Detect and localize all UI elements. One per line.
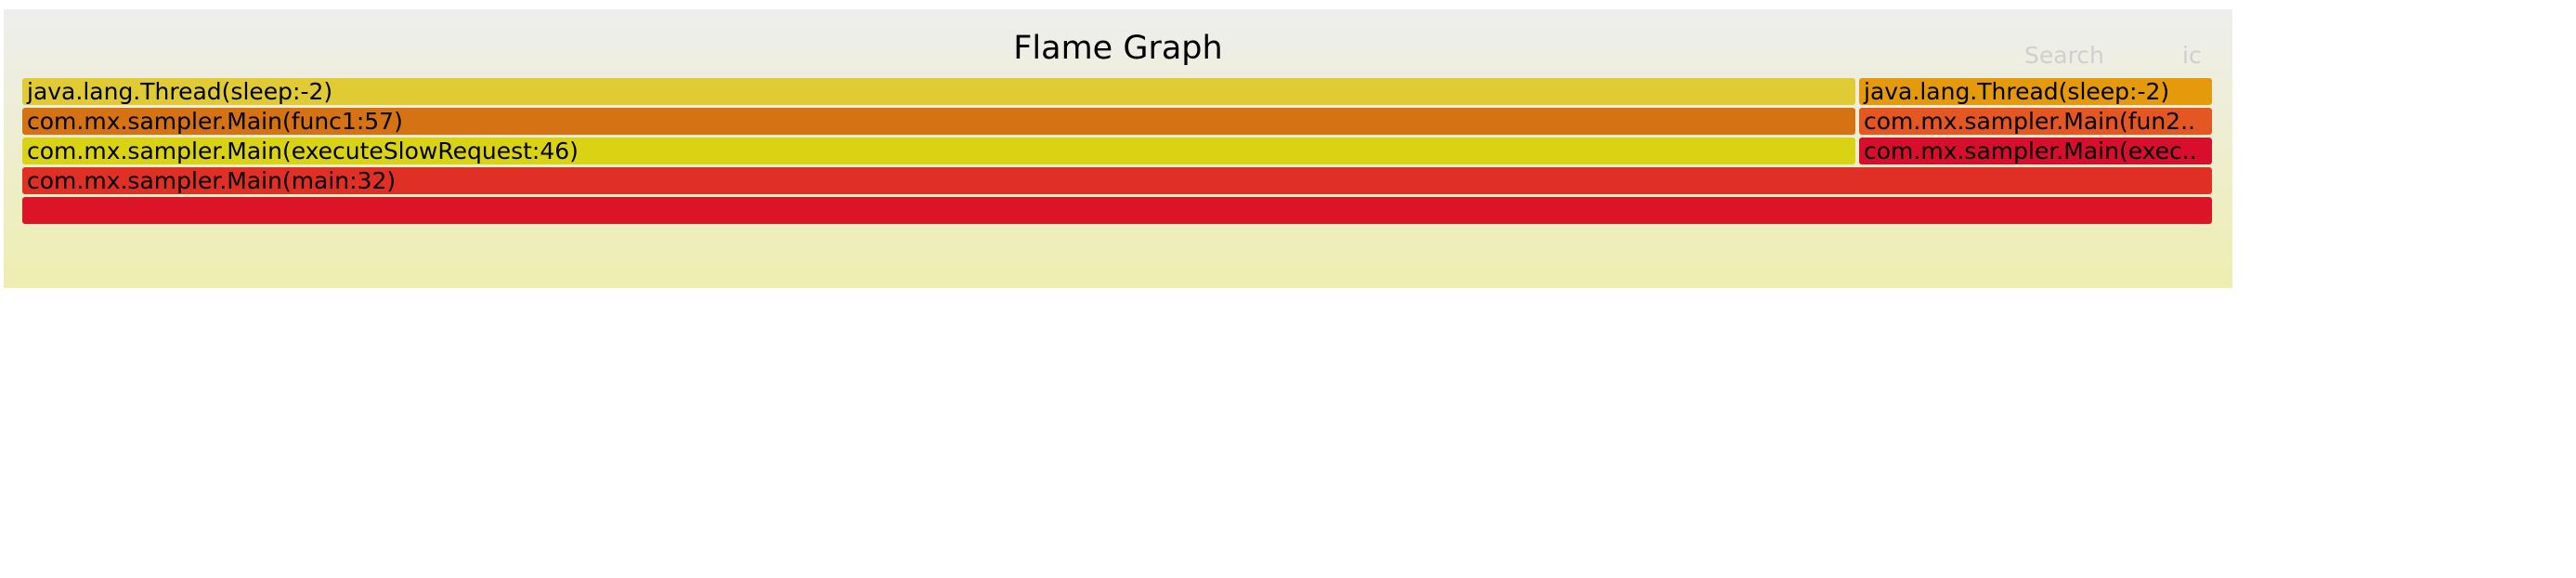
flame-frame[interactable]: com.mx.sampler.Main(executeSlowRequest:4…	[22, 138, 1855, 164]
flame-frame[interactable]: com.mx.sampler.Main(fun2..	[1859, 108, 2212, 135]
frame-label: com.mx.sampler.Main(func1:57)	[27, 108, 403, 135]
flame-frame[interactable]: com.mx.sampler.Main(exec..	[1859, 138, 2212, 164]
frame-label: java.lang.Thread(sleep:-2)	[1864, 78, 2170, 105]
flame-frame[interactable]: java.lang.Thread(sleep:-2)	[1859, 78, 2212, 105]
flame-frame[interactable]: com.mx.sampler.Main(main:32)	[22, 167, 2212, 194]
frame-label: com.mx.sampler.Main(executeSlowRequest:4…	[27, 138, 579, 164]
ignore-case-toggle[interactable]: ic	[2182, 42, 2202, 69]
flame-frame-root[interactable]	[22, 197, 2212, 224]
frame-label: com.mx.sampler.Main(fun2..	[1864, 108, 2195, 135]
frame-label: com.mx.sampler.Main(exec..	[1864, 138, 2197, 164]
frame-label: com.mx.sampler.Main(main:32)	[27, 167, 397, 194]
flame-frame[interactable]: java.lang.Thread(sleep:-2)	[22, 78, 1855, 105]
flame-graph-panel: Flame Graph Search ic java.lang.Thread(s…	[4, 9, 2232, 288]
search-button[interactable]: Search	[2024, 42, 2104, 69]
frame-label: java.lang.Thread(sleep:-2)	[27, 78, 333, 105]
page-title: Flame Graph	[1013, 30, 1223, 67]
flame-frame[interactable]: com.mx.sampler.Main(func1:57)	[22, 108, 1855, 135]
